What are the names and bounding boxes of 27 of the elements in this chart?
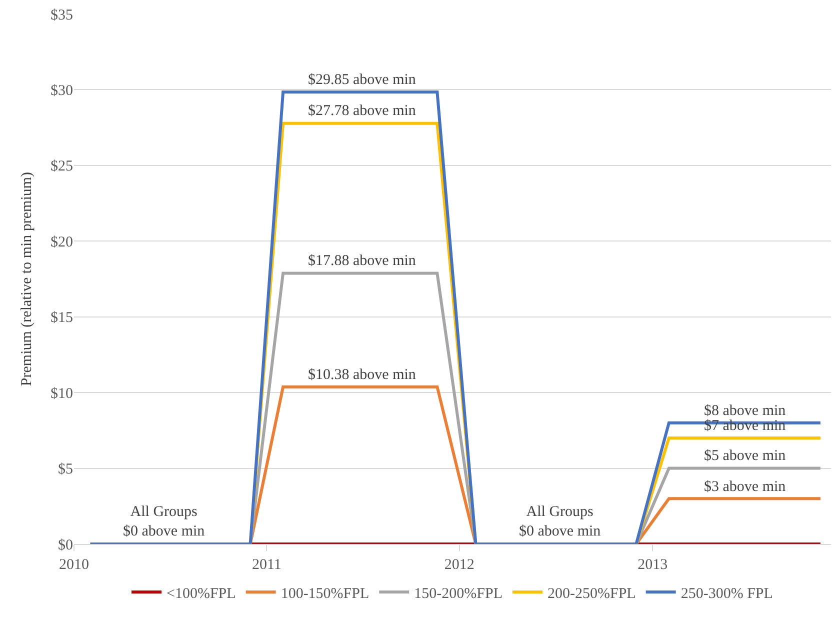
y-tick-label: $35 (50, 7, 73, 24)
legend-label: 250-300% FPL (680, 586, 773, 602)
annotation: $17.88 above min (308, 253, 416, 269)
legend-label: 150-200%FPL (414, 586, 502, 602)
annotation: All Groups $0 above min (519, 504, 602, 540)
annotation: All Groups $0 above min (123, 504, 206, 540)
legend-label: <100%FPL (166, 586, 236, 602)
annotation: $3 above min (704, 479, 786, 495)
annotation: $10.38 above min (308, 367, 416, 383)
y-tick-label: $0 (58, 537, 73, 554)
x-tick-label: 2013 (638, 557, 668, 573)
annotation: $5 above min (704, 448, 786, 464)
annotation: $29.85 above min (308, 72, 416, 88)
x-tick-label: 2011 (252, 557, 282, 573)
y-axis-title: Premium (relative to min premium) (18, 172, 35, 386)
y-tick-label: $5 (58, 462, 73, 478)
y-tick-label: $25 (50, 158, 73, 175)
x-tick-label: 2012 (444, 557, 474, 573)
annotation: $8 above min (704, 403, 786, 419)
annotation: $27.78 above min (308, 103, 416, 119)
legend-label: 100-150%FPL (280, 586, 370, 602)
x-tick-label: 2010 (59, 557, 89, 573)
y-tick-label: $15 (50, 310, 73, 326)
y-tick-label: $10 (50, 386, 73, 402)
legend-label: 200-250%FPL (548, 586, 636, 602)
y-tick-label: $20 (50, 234, 73, 250)
y-tick-label: $30 (50, 82, 73, 99)
